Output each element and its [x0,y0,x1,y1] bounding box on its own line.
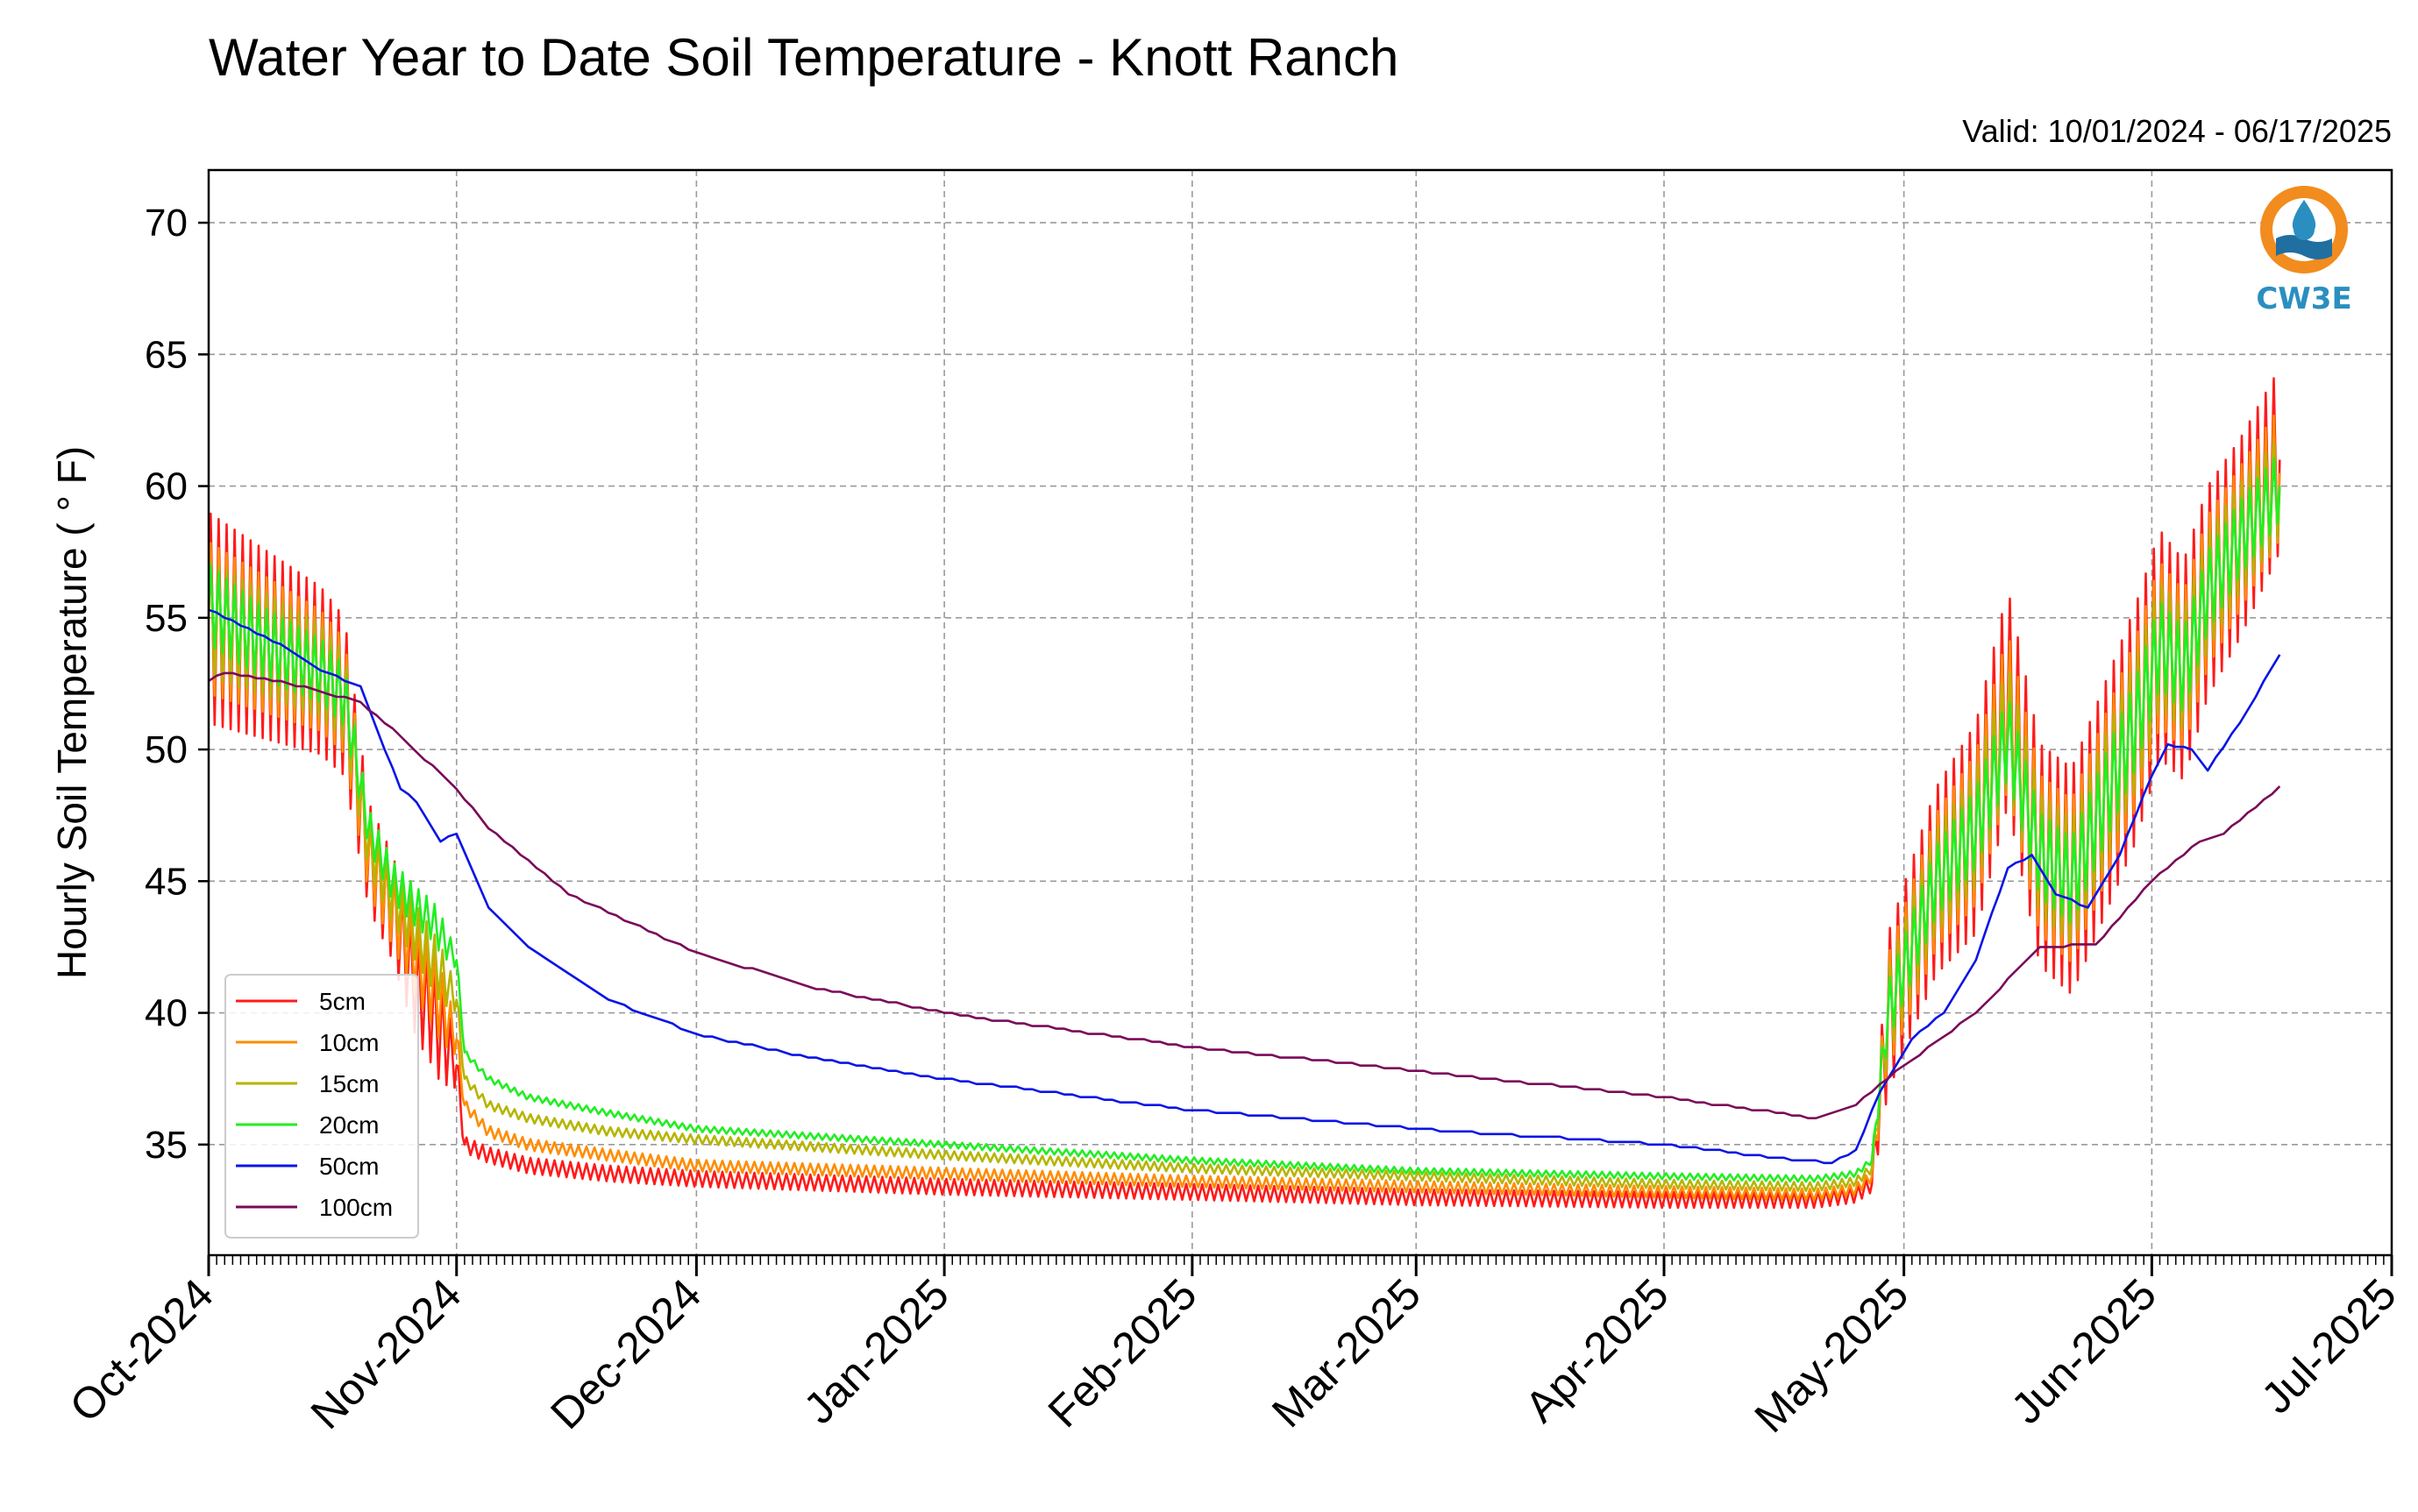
series-line-20cm [207,457,2281,1183]
y-tick-label-55: 55 [145,597,188,640]
y-tick-label-50: 50 [145,728,188,771]
legend-label-50cm: 50cm [319,1153,379,1180]
legend-label-10cm: 10cm [319,1029,379,1056]
logo-text: CW3E [2256,281,2351,316]
series-line-100cm [208,671,2281,1119]
y-tick-label-70: 70 [145,202,188,245]
chart-title: Water Year to Date Soil Temperature - Kn… [209,28,1398,87]
y-axis-label: Hourly Soil Temperature ( ° F) [49,446,95,979]
y-tick-label-65: 65 [145,333,188,376]
y-axis-ticks: 35 40 45 50 55 60 65 70 [145,202,209,1167]
series-line-50cm [208,608,2281,1165]
legend: 5cm 10cm 15cm 20cm 50cm 100cm [224,974,419,1239]
y-tick-label-35: 35 [145,1124,188,1167]
legend-label-20cm: 20cm [319,1111,379,1139]
legend-label-100cm: 100cm [319,1194,393,1221]
logo-waves [2276,235,2332,259]
y-tick-label-60: 60 [145,465,188,508]
cw3e-logo: CW3E [2256,186,2352,316]
plot-frame [207,168,2393,1257]
grid-lines [209,170,2392,1255]
legend-label-15cm: 15cm [319,1070,379,1097]
legend-box [224,974,419,1239]
series-lines [207,377,2281,1210]
y-tick-label-40: 40 [145,992,188,1035]
valid-date-range: Valid: 10/01/2024 - 06/17/2025 [1962,113,2392,149]
y-tick-label-45: 45 [145,860,188,903]
water-drop-icon [2292,200,2316,240]
legend-label-5cm: 5cm [319,988,366,1015]
